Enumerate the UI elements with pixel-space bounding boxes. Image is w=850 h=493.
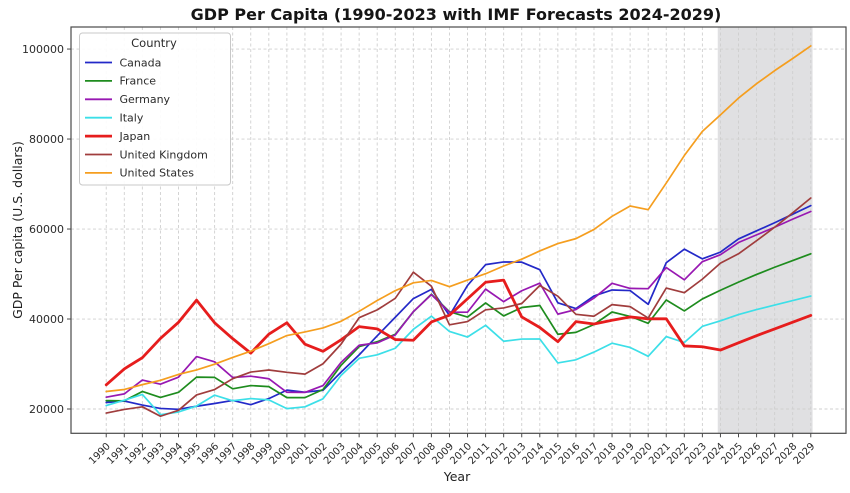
legend-label-italy: Italy <box>120 112 144 125</box>
y-tick-label-80000: 80000 <box>29 133 64 146</box>
legend-entry-germany: Germany <box>85 93 171 106</box>
legend-label-germany: Germany <box>120 93 171 106</box>
legend-label-united-states: United States <box>120 167 195 180</box>
series-line-united-kingdom <box>105 197 812 418</box>
series-line-germany <box>105 210 812 399</box>
forecast-region-layer <box>717 27 813 434</box>
y-tick-label-20000: 20000 <box>29 403 64 416</box>
series-line-japan <box>104 278 813 387</box>
legend-entry-united-states: United States <box>85 167 194 180</box>
series-line-france <box>105 252 812 402</box>
series-line-italy <box>105 295 812 416</box>
series-line-united-states <box>105 45 812 393</box>
plot-border <box>70 26 847 434</box>
legend-label-japan: Japan <box>119 130 151 143</box>
x-axis-label: Year <box>443 469 471 484</box>
legend-entries: Canada France Germany Italy Japan United King… <box>85 56 208 180</box>
legend-entry-france: France <box>85 75 156 88</box>
forecast-shaded-region <box>717 27 813 434</box>
legend-box <box>79 32 231 186</box>
series-layer <box>104 45 813 418</box>
legend-entry-italy: Italy <box>85 112 144 125</box>
legend-entry-canada: Canada <box>85 56 161 69</box>
y-tick-label-60000: 60000 <box>29 223 64 236</box>
y-axis-label: GDP Per capita (U.S. dollars) <box>10 141 25 319</box>
y-tick-label-40000: 40000 <box>29 313 64 326</box>
y-tick-label-100000: 100000 <box>22 43 64 56</box>
legend: Country Canada France Germany Italy Japan Uni… <box>79 32 231 186</box>
legend-label-france: France <box>120 75 157 88</box>
legend-label-canada: Canada <box>120 56 162 69</box>
chart-title: GDP Per Capita (1990-2023 with IMF Forec… <box>191 5 722 24</box>
legend-entry-united-kingdom: United Kingdom <box>85 148 208 161</box>
legend-entry-japan: Japan <box>85 130 150 143</box>
series-line-canada <box>105 204 812 411</box>
legend-title: Country <box>131 36 177 50</box>
legend-label-united-kingdom: United Kingdom <box>120 148 208 161</box>
